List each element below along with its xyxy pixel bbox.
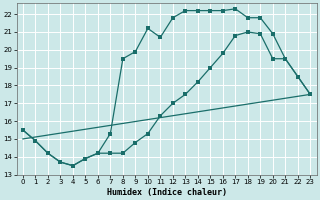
X-axis label: Humidex (Indice chaleur): Humidex (Indice chaleur) [107, 188, 227, 197]
